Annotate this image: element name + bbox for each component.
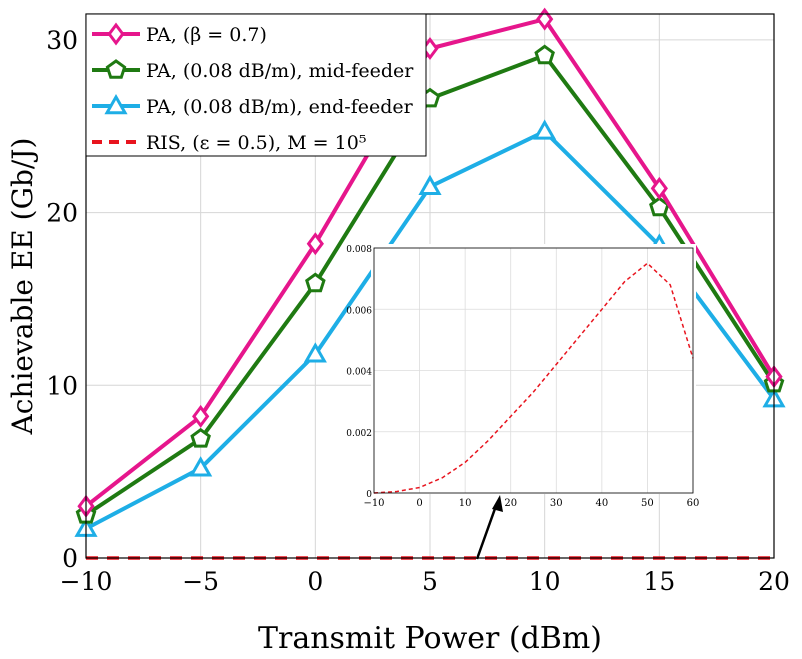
main-x-tick-label: 15: [643, 567, 675, 596]
legend-box: [85, 13, 427, 157]
data-point: [306, 232, 324, 256]
inset-x-tick-label: 50: [641, 498, 654, 509]
data-point: [190, 427, 211, 448]
main-plot-frame: [85, 13, 775, 559]
inset-x-tick-label: 0: [416, 498, 422, 509]
main-y-tick-label: 10: [46, 371, 78, 400]
main-y-tick-label: 20: [46, 199, 78, 228]
inset-x-tick-label: 10: [459, 498, 472, 509]
y-axis-label: Achievable EE (Gb/J): [6, 138, 39, 436]
data-point: [192, 404, 210, 428]
inset-x-tick-label: 60: [687, 498, 700, 509]
main-y-tick-label: 30: [46, 26, 78, 55]
data-point: [303, 342, 327, 363]
inset-frame: [373, 247, 694, 494]
data-point: [536, 7, 554, 31]
legend-marker: [105, 59, 127, 79]
inset-background: [371, 244, 696, 494]
main-x-tick-label: 5: [422, 567, 438, 596]
inset-y-tick-label: 0.008: [346, 245, 372, 255]
x-axis-label: Transmit Power (dBm): [258, 621, 602, 656]
legend-entry-label: PA, (β = 0.7): [146, 24, 267, 46]
data-point: [305, 272, 326, 293]
data-point: [189, 456, 213, 477]
inset-series-line: [373, 262, 694, 494]
inset-x-tick-label: 30: [550, 498, 563, 509]
legend-marker: [107, 22, 125, 46]
main-x-tick-label: −10: [60, 567, 113, 596]
main-x-tick-label: 0: [307, 567, 323, 596]
data-point: [418, 174, 442, 195]
main-x-tick-label: −5: [182, 567, 219, 596]
main-y-tick-label: 0: [62, 544, 78, 573]
data-point: [534, 44, 555, 65]
inset-y-tick-label: 0.002: [346, 429, 372, 439]
inset-x-tick-label: 40: [595, 498, 608, 509]
main-tick-labels: −10 −5 0 5 10 15 20 0 10 20 30: [46, 26, 790, 596]
inset-x-tick-label: −10: [363, 498, 384, 509]
data-point: [533, 119, 557, 140]
inset-series-layer: [373, 262, 694, 494]
inset-y-tick-label: 0.006: [346, 306, 372, 316]
legend-marker: [104, 93, 128, 115]
main-x-tick-label: 10: [529, 567, 561, 596]
inset-pointer-arrow: [475, 495, 503, 560]
legend-entry-label: PA, (0.08 dB/m), mid-feeder: [146, 60, 414, 82]
main-x-tick-label: 20: [758, 567, 790, 596]
data-point: [650, 176, 668, 200]
legend-entry-label: RIS, (ε = 0.5), M = 10⁵: [146, 132, 366, 154]
inset-y-tick-label: 0: [366, 490, 372, 500]
legend-entry-label: PA, (0.08 dB/m), end-feeder: [146, 96, 414, 118]
inset-x-tick-label: 20: [504, 498, 517, 509]
legend: PA, (β = 0.7) PA, (0.08 dB/m), mid-feeder…: [85, 13, 427, 157]
inset-y-tick-label: 0.004: [346, 368, 372, 378]
